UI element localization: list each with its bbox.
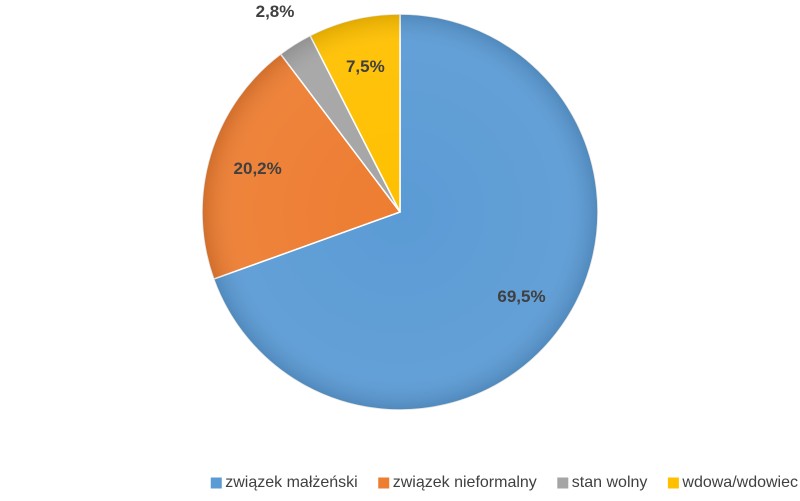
value-label: 69,5% <box>497 287 545 306</box>
value-label: 2,8% <box>256 2 295 21</box>
value-label: 20,2% <box>234 159 282 178</box>
legend-swatch <box>209 476 223 490</box>
legend-swatch <box>556 476 570 490</box>
legend-label: związek nieformalny <box>393 474 537 491</box>
legend-swatch <box>666 476 680 490</box>
legend-swatch <box>377 476 391 490</box>
legend-label: wdowa/wdowiec <box>681 474 798 491</box>
legend: związek małżeński związek nieformalny stan… <box>209 474 798 491</box>
legend-label: związek małżeński <box>225 474 357 491</box>
value-label: 7,5% <box>346 57 385 76</box>
legend-label: stan wolny <box>572 474 648 491</box>
